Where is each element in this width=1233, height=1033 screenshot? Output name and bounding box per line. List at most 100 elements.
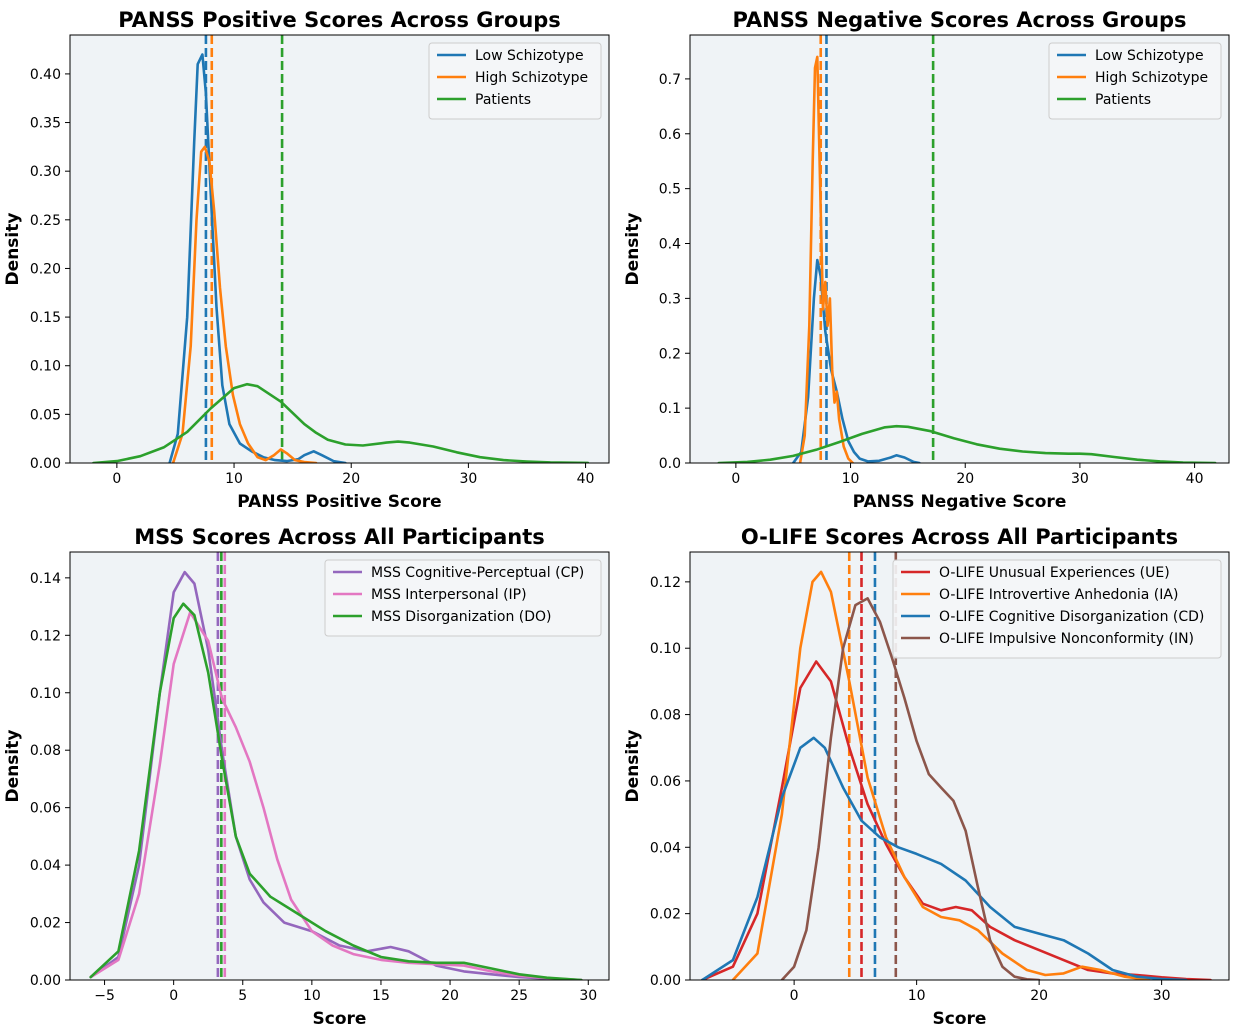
plot-frame: [69, 34, 610, 464]
x-axis-label: Score: [313, 1009, 367, 1029]
y-tick-label: 0.02: [30, 916, 61, 932]
y-tick-label: 0.12: [30, 628, 61, 644]
y-tick-label: 0.06: [30, 801, 61, 817]
plot-frame: [689, 551, 1230, 981]
y-axis-label: Density: [3, 213, 23, 286]
x-tick-label: 0: [169, 988, 178, 1004]
y-tick-label: 0.00: [30, 456, 61, 472]
y-tick-label: 0.15: [30, 310, 61, 326]
chart-panel-4: 0 10 20 30 0.00 0.02 0.04 0.06 0.08 0.10 0.12 O-LIF…: [623, 525, 1230, 1029]
series-line-1: [89, 570, 583, 980]
legend: O-LIFE Unusual Experiences (UE) O-LIFE In…: [892, 559, 1222, 659]
y-axis-label: Density: [623, 213, 643, 286]
chart-title: O-LIFE Scores Across All Participants: [741, 525, 1178, 549]
y-tick-label: 0.06: [650, 774, 681, 790]
y-tick-label: 0.02: [650, 907, 681, 923]
x-tick-label: 15: [372, 988, 390, 1004]
x-tick-label: 40: [1186, 471, 1204, 487]
series-line-1: [791, 258, 921, 463]
x-tick-label: −5: [94, 988, 115, 1004]
y-tick-label: 0.6: [659, 127, 681, 143]
x-tick-label: 30: [1071, 471, 1089, 487]
y-tick-label: 0.5: [659, 182, 681, 198]
data-layer: [92, 35, 590, 463]
x-tick-label: 0: [790, 988, 799, 1004]
series-line-1: [168, 53, 347, 463]
y-axis-label: Density: [3, 730, 23, 803]
chart-title: PANSS Negative Scores Across Groups: [732, 8, 1186, 32]
data-layer: [89, 552, 583, 980]
series-line-3: [89, 602, 583, 980]
y-tick-label: 0.10: [30, 359, 61, 375]
y-tick-label: 0.30: [30, 164, 61, 180]
legend-label: High Schizotype: [475, 70, 588, 86]
legend-box: [892, 559, 1222, 659]
x-axis-label: PANSS Positive Score: [237, 492, 441, 512]
x-tick-label: 25: [510, 988, 528, 1004]
y-tick-label: 0.40: [30, 67, 61, 83]
y-tick-label: 0.35: [30, 116, 61, 132]
chart-title: PANSS Positive Scores Across Groups: [118, 8, 561, 32]
y-tick-label: 0.3: [659, 291, 681, 307]
y-tick-label: 0.0: [659, 456, 681, 472]
x-tick-label: 30: [459, 471, 477, 487]
y-tick-label: 0.4: [659, 237, 681, 253]
x-tick-label: 30: [579, 988, 597, 1004]
x-tick-label: 10: [842, 471, 860, 487]
x-tick-label: 20: [956, 471, 974, 487]
y-tick-label: 0.10: [650, 641, 681, 657]
y-tick-label: 0.10: [30, 686, 61, 702]
legend-label: Patients: [475, 92, 531, 108]
x-tick-label: 0: [112, 471, 121, 487]
legend-label: O-LIFE Impulsive Nonconformity (IN): [939, 631, 1194, 647]
x-tick-label: 40: [577, 471, 595, 487]
x-axis-label: PANSS Negative Score: [853, 492, 1067, 512]
y-tick-label: 0.25: [30, 213, 61, 229]
x-tick-label: 10: [303, 988, 321, 1004]
series-line-2: [798, 55, 855, 463]
x-tick-label: 10: [908, 988, 926, 1004]
series-line-2: [731, 570, 1151, 980]
y-tick-label: 0.08: [30, 743, 61, 759]
y-tick-label: 0.04: [30, 858, 61, 874]
x-tick-label: 20: [1030, 988, 1048, 1004]
x-tick-label: 5: [238, 988, 247, 1004]
chart-panel-3: −5 0 5 10 15 20 25 30 0.00 0.02 0.04 0.06 0.08 0.10 0.…: [3, 525, 610, 1029]
series-line-3: [717, 424, 1217, 463]
legend-label: Low Schizotype: [1095, 48, 1204, 64]
legend-label: MSS Cognitive-Perceptual (CP): [371, 565, 584, 581]
y-tick-label: 0.00: [650, 973, 681, 989]
y-tick-label: 0.08: [650, 708, 681, 724]
legend-label: Low Schizotype: [475, 48, 584, 64]
x-tick-label: 10: [225, 471, 243, 487]
y-tick-label: 0.14: [30, 571, 61, 587]
series-line-4: [780, 597, 1041, 980]
y-tick-label: 0.00: [30, 973, 61, 989]
legend-label: O-LIFE Cognitive Disorganization (CD): [939, 609, 1204, 625]
y-tick-label: 0.04: [650, 840, 681, 856]
x-tick-label: 0: [731, 471, 740, 487]
chart-title: MSS Scores Across All Participants: [134, 525, 545, 549]
data-layer: [717, 35, 1217, 463]
legend: Low Schizotype High Schizotype Patients: [428, 42, 602, 120]
y-tick-label: 0.1: [659, 401, 681, 417]
y-tick-label: 0.12: [650, 575, 681, 591]
series-line-2: [171, 145, 318, 463]
y-axis-label: Density: [623, 730, 643, 803]
y-tick-label: 0.05: [30, 407, 61, 423]
y-tick-label: 0.2: [659, 346, 681, 362]
chart-panel-1: 0 10 20 30 40 0.00 0.05 0.10 0.15 0.20 0.25 0.30 0.3…: [3, 8, 610, 512]
legend: Low Schizotype High Schizotype Patients: [1048, 42, 1222, 120]
legend-box: [324, 559, 602, 637]
legend-label: High Schizotype: [1095, 70, 1208, 86]
y-tick-label: 0.20: [30, 261, 61, 277]
x-axis-label: Score: [933, 1009, 987, 1029]
x-tick-label: 30: [1153, 988, 1171, 1004]
legend-label: Patients: [1095, 92, 1151, 108]
legend-box: [428, 42, 602, 120]
legend-label: O-LIFE Unusual Experiences (UE): [939, 565, 1170, 581]
chart-panel-2: 0 10 20 30 40 0.0 0.1 0.2 0.3 0.4 0.5 0.6 0.7 PANSS N…: [623, 8, 1230, 512]
legend-box: [1048, 42, 1222, 120]
x-tick-label: 20: [342, 471, 360, 487]
